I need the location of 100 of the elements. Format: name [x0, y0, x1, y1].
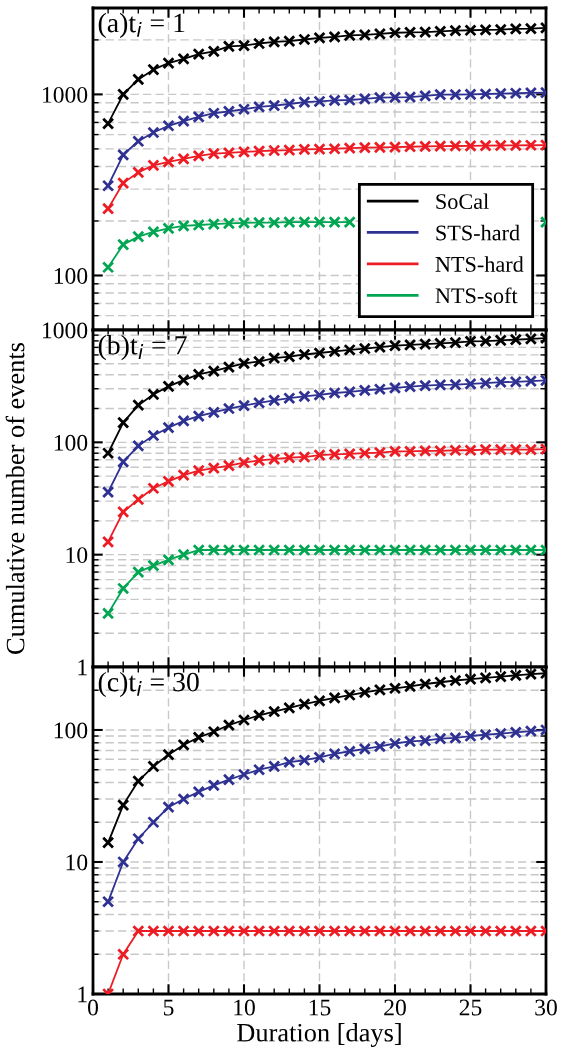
point	[358, 924, 372, 938]
point	[449, 543, 462, 557]
point	[283, 701, 296, 715]
point	[177, 924, 190, 938]
point	[479, 443, 492, 456]
point	[147, 816, 160, 829]
point	[132, 398, 145, 412]
point	[509, 22, 523, 36]
point	[298, 215, 311, 229]
point	[162, 748, 175, 761]
point	[388, 339, 402, 352]
point	[313, 388, 326, 402]
point	[373, 740, 387, 753]
point	[283, 543, 296, 557]
point	[177, 52, 190, 66]
point	[101, 261, 115, 274]
point	[494, 727, 507, 740]
point	[192, 924, 205, 938]
point	[479, 728, 492, 742]
point	[328, 747, 341, 761]
point	[434, 924, 447, 938]
y-tick-label: 100	[54, 722, 88, 739]
point	[464, 24, 477, 37]
point	[418, 444, 432, 458]
point	[328, 215, 341, 229]
point	[283, 451, 296, 464]
point	[464, 335, 477, 348]
point	[222, 402, 236, 415]
point	[162, 56, 175, 70]
point	[177, 373, 190, 387]
point	[207, 45, 221, 58]
point	[509, 139, 523, 152]
point	[252, 355, 266, 368]
point	[298, 348, 311, 361]
point	[237, 102, 251, 116]
point	[132, 135, 145, 148]
point	[298, 33, 311, 46]
point	[494, 924, 507, 938]
point	[449, 924, 462, 938]
point	[222, 773, 236, 786]
point	[283, 755, 296, 769]
point	[237, 145, 251, 159]
point	[192, 731, 205, 744]
point	[267, 216, 281, 229]
point	[252, 454, 266, 467]
point	[524, 924, 538, 938]
x-tick-label: 15	[309, 999, 331, 1016]
point	[524, 543, 538, 557]
y-tick-label: 100	[54, 434, 88, 451]
point	[116, 148, 130, 162]
point	[207, 364, 221, 378]
point	[328, 345, 341, 358]
point	[449, 24, 462, 37]
point	[343, 93, 356, 107]
point	[222, 105, 236, 118]
point	[147, 225, 160, 239]
point	[116, 238, 130, 251]
point	[132, 565, 145, 579]
point	[373, 446, 387, 459]
legend-label: SoCal	[436, 193, 489, 210]
point	[252, 924, 266, 938]
point	[358, 686, 372, 699]
point	[373, 27, 387, 41]
point	[524, 86, 538, 100]
point	[101, 895, 115, 908]
point	[343, 447, 356, 461]
point	[313, 31, 326, 45]
point	[373, 683, 387, 697]
point	[177, 152, 190, 166]
point	[358, 141, 372, 154]
point	[343, 215, 356, 229]
point	[479, 924, 492, 938]
point	[403, 735, 417, 748]
point	[373, 141, 387, 154]
point	[298, 753, 311, 767]
y-tick-label: 1000	[42, 86, 88, 103]
point	[449, 731, 462, 745]
point	[434, 139, 447, 153]
point	[267, 394, 281, 407]
point	[252, 216, 266, 229]
point	[328, 448, 341, 461]
point	[237, 399, 251, 412]
point	[222, 924, 236, 938]
point	[464, 88, 477, 101]
point	[132, 73, 145, 86]
point	[147, 63, 160, 76]
point	[177, 219, 190, 233]
point	[494, 139, 507, 152]
point	[343, 385, 356, 399]
point	[237, 543, 251, 557]
point	[101, 485, 115, 499]
point	[434, 444, 447, 458]
point	[132, 924, 145, 938]
point	[418, 140, 432, 153]
point	[313, 215, 326, 229]
point	[237, 216, 251, 230]
point	[147, 760, 160, 773]
y-tick-label: 10	[66, 547, 88, 564]
point	[177, 114, 190, 128]
point	[373, 543, 387, 557]
